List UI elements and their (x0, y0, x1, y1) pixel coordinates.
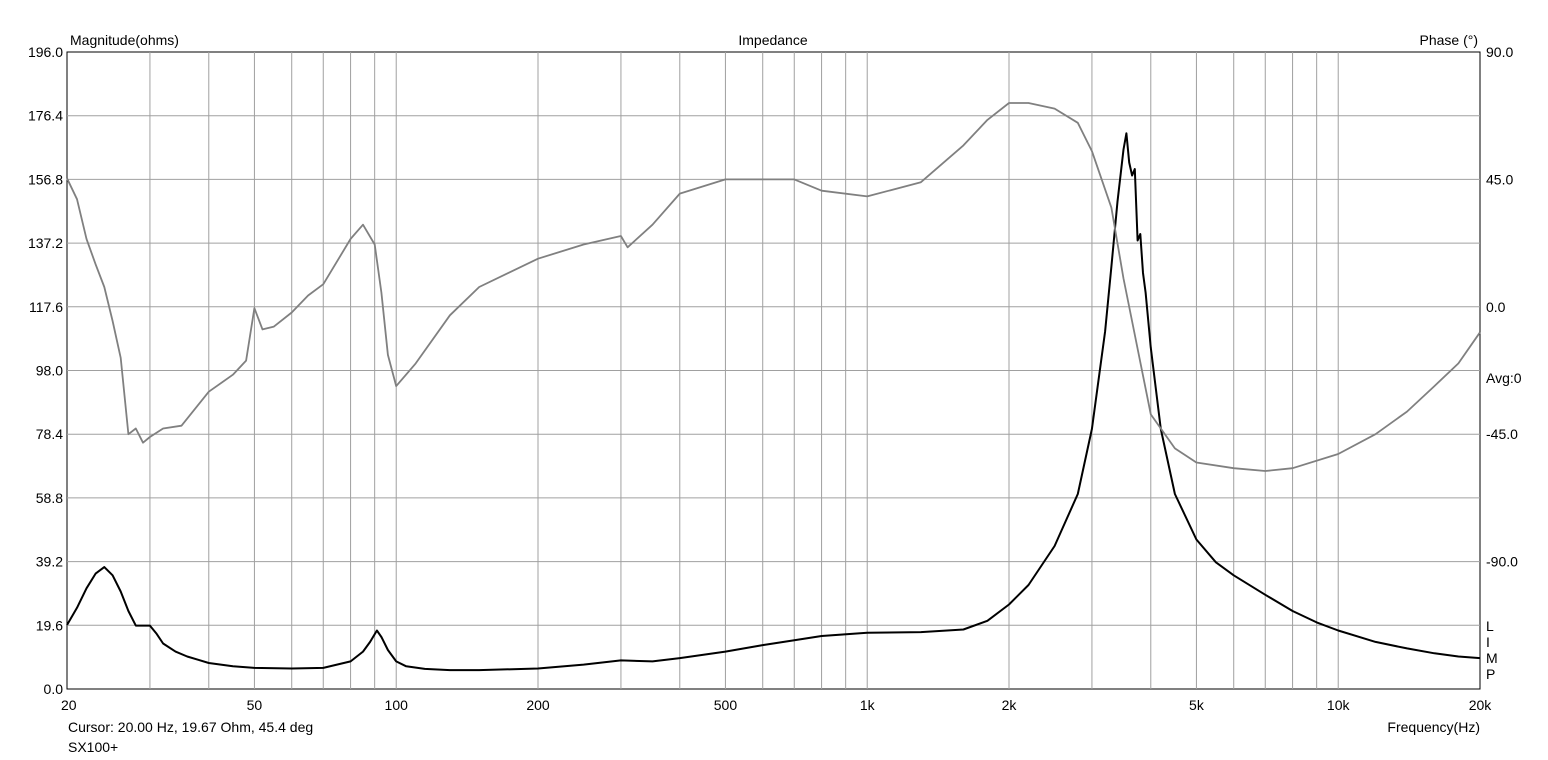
left-tick-label: 137.2 (28, 235, 63, 251)
left-tick-label: 58.8 (36, 490, 63, 506)
left-tick-label: 0.0 (44, 681, 64, 697)
left-tick-label: 156.8 (28, 171, 63, 187)
y-axis-right-label: Phase (°) (1419, 32, 1478, 48)
left-tick-label: 19.6 (36, 617, 63, 633)
y-axis-left-label: Magnitude(ohms) (70, 32, 179, 48)
side-letter: L (1486, 618, 1494, 634)
x-tick-label: 5k (1189, 697, 1205, 713)
x-tick-label: 1k (860, 697, 876, 713)
x-tick-label: 100 (385, 697, 409, 713)
right-tick-label: 90.0 (1486, 44, 1513, 60)
left-tick-label: 117.6 (29, 299, 63, 315)
device-name: SX100+ (68, 739, 119, 755)
left-axis-ticks: 0.0 19.6 39.2 58.8 78.4 98.0 117.6 137.2 156.8 17… (28, 44, 63, 697)
right-tick-label: -90.0 (1486, 554, 1518, 570)
magnitude-line (66, 132, 1481, 672)
x-tick-label: 20k (1469, 697, 1493, 713)
x-tick-label: 500 (714, 697, 738, 713)
right-tick-label: -45.0 (1486, 426, 1518, 442)
x-tick-label: 50 (247, 697, 263, 713)
side-letter: P (1486, 666, 1495, 682)
left-tick-label: 98.0 (36, 363, 63, 379)
left-tick-label: 176.4 (28, 108, 63, 124)
left-tick-label: 78.4 (36, 426, 63, 442)
series-layer (66, 102, 1481, 672)
horizontal-gridlines (67, 115, 1480, 626)
right-tick-label: 0.0 (1486, 299, 1506, 315)
x-tick-label: 200 (526, 697, 550, 713)
side-letter: I (1486, 634, 1490, 650)
x-tick-label: 20 (61, 697, 77, 713)
left-tick-label: 196.0 (28, 44, 63, 60)
right-tick-label: 45.0 (1486, 171, 1513, 187)
x-axis-ticks: 20 50 100 200 500 1k 2k 5k 10k 20k (61, 697, 1492, 713)
cursor-readout: Cursor: 20.00 Hz, 19.67 Ohm, 45.4 deg (68, 719, 314, 735)
side-letter: M (1486, 650, 1498, 666)
x-tick-label: 2k (1002, 697, 1018, 713)
average-label: Avg:0 (1486, 370, 1522, 386)
x-axis-label: Frequency(Hz) (1387, 719, 1480, 735)
right-axis-ticks: 90.0 45.0 0.0 -45.0 -90.0 (1486, 44, 1518, 570)
x-tick-label: 10k (1327, 697, 1351, 713)
left-tick-label: 39.2 (36, 554, 63, 570)
chart-title: Impedance (738, 32, 807, 48)
vertical-gridlines (149, 52, 1339, 689)
phase-line (66, 102, 1481, 472)
